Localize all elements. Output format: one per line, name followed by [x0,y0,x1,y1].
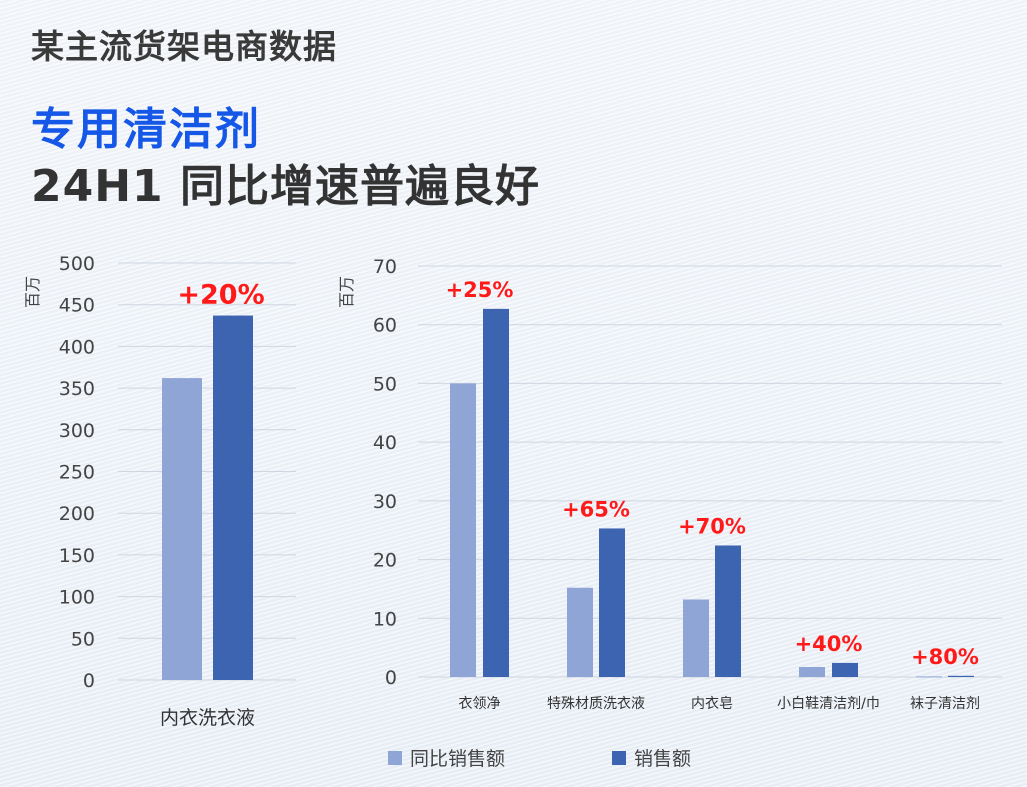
y-axis-label: 百万 [23,276,42,308]
y-tick-label: 350 [59,378,95,400]
x-category-label: 内衣洗衣液 [160,707,255,729]
y-tick-label: 70 [373,256,397,278]
source-title: 某主流货架电商数据 [31,27,337,66]
y-tick-label: 250 [59,462,95,484]
topic-title: 专用清洁剂 [31,104,261,155]
y-tick-label: 60 [373,315,397,337]
x-category-label: 内衣皂 [691,696,733,712]
growth-label: +40% [795,632,863,656]
y-tick-label: 10 [373,608,397,630]
y-tick-label: 50 [71,628,95,650]
x-category-label: 特殊材质洗衣液 [547,696,645,712]
bar-curr [832,662,858,677]
y-tick-label: 40 [373,432,397,454]
bar-curr [213,315,253,680]
bar-prev [450,383,476,677]
y-tick-label: 100 [59,587,95,609]
x-category-label: 袜子清洁剂 [910,696,980,712]
bar-curr [599,528,625,677]
growth-label: +70% [678,514,746,538]
bar-curr [948,675,974,677]
growth-label: +80% [911,645,979,669]
legend-item-prev: 同比销售额 [388,744,505,771]
bar-curr [483,308,509,677]
growth-label: +20% [177,280,264,311]
y-tick-label: 50 [373,373,397,395]
y-tick-label: 400 [59,336,95,358]
growth-label: +25% [446,278,514,302]
y-tick-label: 30 [373,491,397,513]
y-tick-label: 200 [59,503,95,525]
bar-prev [567,587,593,677]
bar-prev [799,667,825,677]
y-axis-label: 百万 [337,276,356,308]
growth-label: +65% [562,497,630,521]
bar-prev [683,599,709,677]
bar-prev [162,378,202,680]
y-tick-label: 150 [59,545,95,567]
y-tick-label: 450 [59,295,95,317]
legend-item-curr: 销售额 [612,744,691,771]
legend-label-prev: 同比销售额 [410,748,506,770]
y-tick-label: 20 [373,550,397,572]
x-category-label: 衣领净 [459,696,501,712]
bar-prev [916,676,942,678]
y-tick-label: 0 [385,667,397,689]
legend-label-curr: 销售额 [634,748,692,770]
subtitle: 24H1 同比增速普遍良好 [31,161,540,212]
legend-swatch-prev [388,750,402,765]
y-tick-label: 500 [59,253,95,275]
x-category-label: 小白鞋清洁剂/巾 [777,696,880,712]
bar-curr [715,545,741,677]
legend-swatch-curr [612,750,626,765]
y-tick-label: 0 [83,670,95,692]
y-tick-label: 300 [59,420,95,442]
